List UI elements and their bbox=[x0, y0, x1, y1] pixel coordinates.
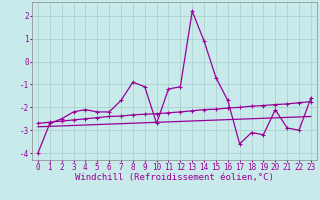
X-axis label: Windchill (Refroidissement éolien,°C): Windchill (Refroidissement éolien,°C) bbox=[75, 173, 274, 182]
